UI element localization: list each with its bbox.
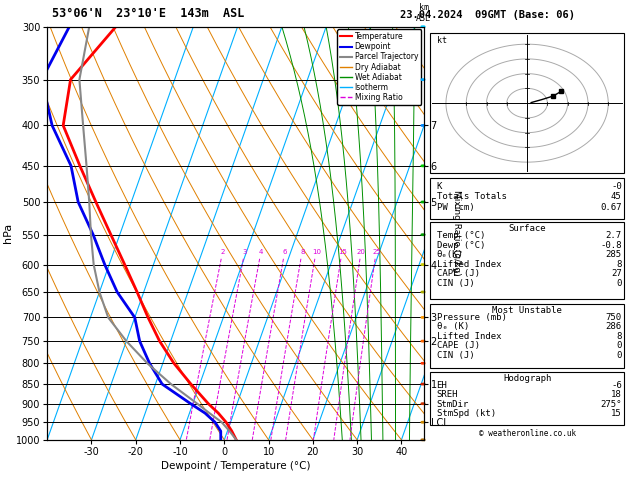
- Text: 6: 6: [282, 249, 287, 255]
- Text: CAPE (J): CAPE (J): [437, 269, 479, 278]
- Text: 10: 10: [312, 249, 321, 255]
- X-axis label: Dewpoint / Temperature (°C): Dewpoint / Temperature (°C): [160, 461, 310, 471]
- Text: 4: 4: [259, 249, 264, 255]
- Text: StmSpd (kt): StmSpd (kt): [437, 409, 496, 418]
- Text: 45: 45: [611, 192, 621, 201]
- Text: 25: 25: [372, 249, 381, 255]
- Text: 18: 18: [611, 390, 621, 399]
- Text: Lifted Index: Lifted Index: [437, 260, 501, 269]
- Text: 2: 2: [221, 249, 225, 255]
- Text: 15: 15: [611, 409, 621, 418]
- Text: 8: 8: [616, 331, 621, 341]
- Text: Pressure (mb): Pressure (mb): [437, 312, 506, 322]
- Y-axis label: hPa: hPa: [3, 223, 13, 243]
- Text: CIN (J): CIN (J): [437, 279, 474, 288]
- Text: Temp (°C): Temp (°C): [437, 231, 485, 240]
- Text: 27: 27: [611, 269, 621, 278]
- Bar: [430, 372, 624, 425]
- Bar: [430, 177, 624, 219]
- Text: 0: 0: [616, 350, 621, 360]
- Text: © weatheronline.co.uk: © weatheronline.co.uk: [479, 429, 576, 438]
- Text: 0: 0: [616, 341, 621, 350]
- Text: Surface: Surface: [508, 224, 546, 233]
- Text: Dewp (°C): Dewp (°C): [437, 241, 485, 250]
- Bar: [430, 222, 624, 298]
- Text: K: K: [437, 182, 442, 191]
- Text: -0: -0: [611, 182, 621, 191]
- Text: -0.8: -0.8: [600, 241, 621, 250]
- Y-axis label: Mixing Ratio (g/kg): Mixing Ratio (g/kg): [452, 191, 461, 276]
- Text: CAPE (J): CAPE (J): [437, 341, 479, 350]
- Text: 750: 750: [606, 312, 621, 322]
- Text: 20: 20: [357, 249, 365, 255]
- Text: Lifted Index: Lifted Index: [437, 331, 501, 341]
- Text: θₑ(K): θₑ(K): [437, 250, 464, 259]
- Text: CIN (J): CIN (J): [437, 350, 474, 360]
- Text: 23.04.2024  09GMT (Base: 06): 23.04.2024 09GMT (Base: 06): [400, 10, 575, 20]
- Text: 15: 15: [338, 249, 347, 255]
- Text: 53°06'N  23°10'E  143m  ASL: 53°06'N 23°10'E 143m ASL: [52, 7, 244, 20]
- Text: StmDir: StmDir: [437, 400, 469, 409]
- Text: 3: 3: [243, 249, 247, 255]
- Bar: [430, 303, 624, 367]
- Text: EH: EH: [437, 381, 447, 390]
- Text: SREH: SREH: [437, 390, 458, 399]
- Text: Totals Totals: Totals Totals: [437, 192, 506, 201]
- Text: Hodograph: Hodograph: [503, 374, 551, 383]
- Bar: [430, 33, 624, 174]
- Text: 0: 0: [616, 279, 621, 288]
- Text: PW (cm): PW (cm): [437, 203, 474, 212]
- Legend: Temperature, Dewpoint, Parcel Trajectory, Dry Adiabat, Wet Adiabat, Isotherm, Mi: Temperature, Dewpoint, Parcel Trajectory…: [337, 29, 421, 105]
- Text: km
ASL: km ASL: [416, 3, 431, 22]
- Text: 0.67: 0.67: [600, 203, 621, 212]
- Text: 286: 286: [606, 322, 621, 331]
- Text: 2.7: 2.7: [606, 231, 621, 240]
- Text: 8: 8: [616, 260, 621, 269]
- Text: 275°: 275°: [600, 400, 621, 409]
- Text: kt: kt: [437, 36, 447, 45]
- Text: θₑ (K): θₑ (K): [437, 322, 469, 331]
- Text: 285: 285: [606, 250, 621, 259]
- Text: 8: 8: [300, 249, 304, 255]
- Text: -6: -6: [611, 381, 621, 390]
- Text: Most Unstable: Most Unstable: [492, 306, 562, 314]
